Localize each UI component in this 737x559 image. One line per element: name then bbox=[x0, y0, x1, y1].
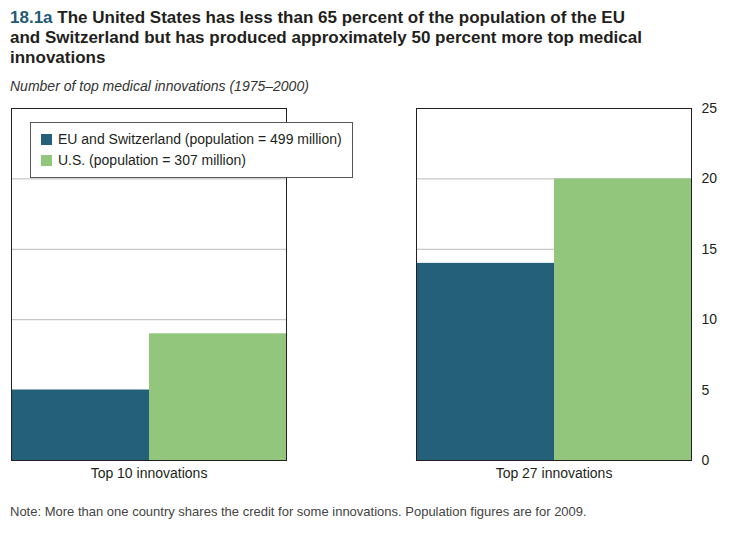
svg-text:25: 25 bbox=[702, 100, 718, 116]
html-text:EU and Switzerland (population: EU and Switzerland (population = 499 mil… bbox=[58, 131, 342, 147]
html-text:U.S. (population = 307 million: U.S. (population = 307 million) bbox=[58, 152, 246, 168]
svg-text:20: 20 bbox=[702, 170, 718, 186]
svg-text:Top 27 innovations: Top 27 innovations bbox=[496, 465, 613, 481]
html-text:18.1a The United States has le: 18.1a The United States has less than 65… bbox=[10, 8, 642, 67]
html-text:Note: More than one country sh: Note: More than one country shares the c… bbox=[10, 504, 587, 519]
svg-text:15: 15 bbox=[702, 241, 718, 257]
svg-text:Top 10 innovations: Top 10 innovations bbox=[91, 465, 208, 481]
svg-text:5: 5 bbox=[702, 382, 710, 398]
svg-text:0: 0 bbox=[702, 452, 710, 468]
html-text:Number of top medical innovati: Number of top medical innovations (1975–… bbox=[10, 78, 309, 94]
svg-text:10: 10 bbox=[702, 311, 718, 327]
